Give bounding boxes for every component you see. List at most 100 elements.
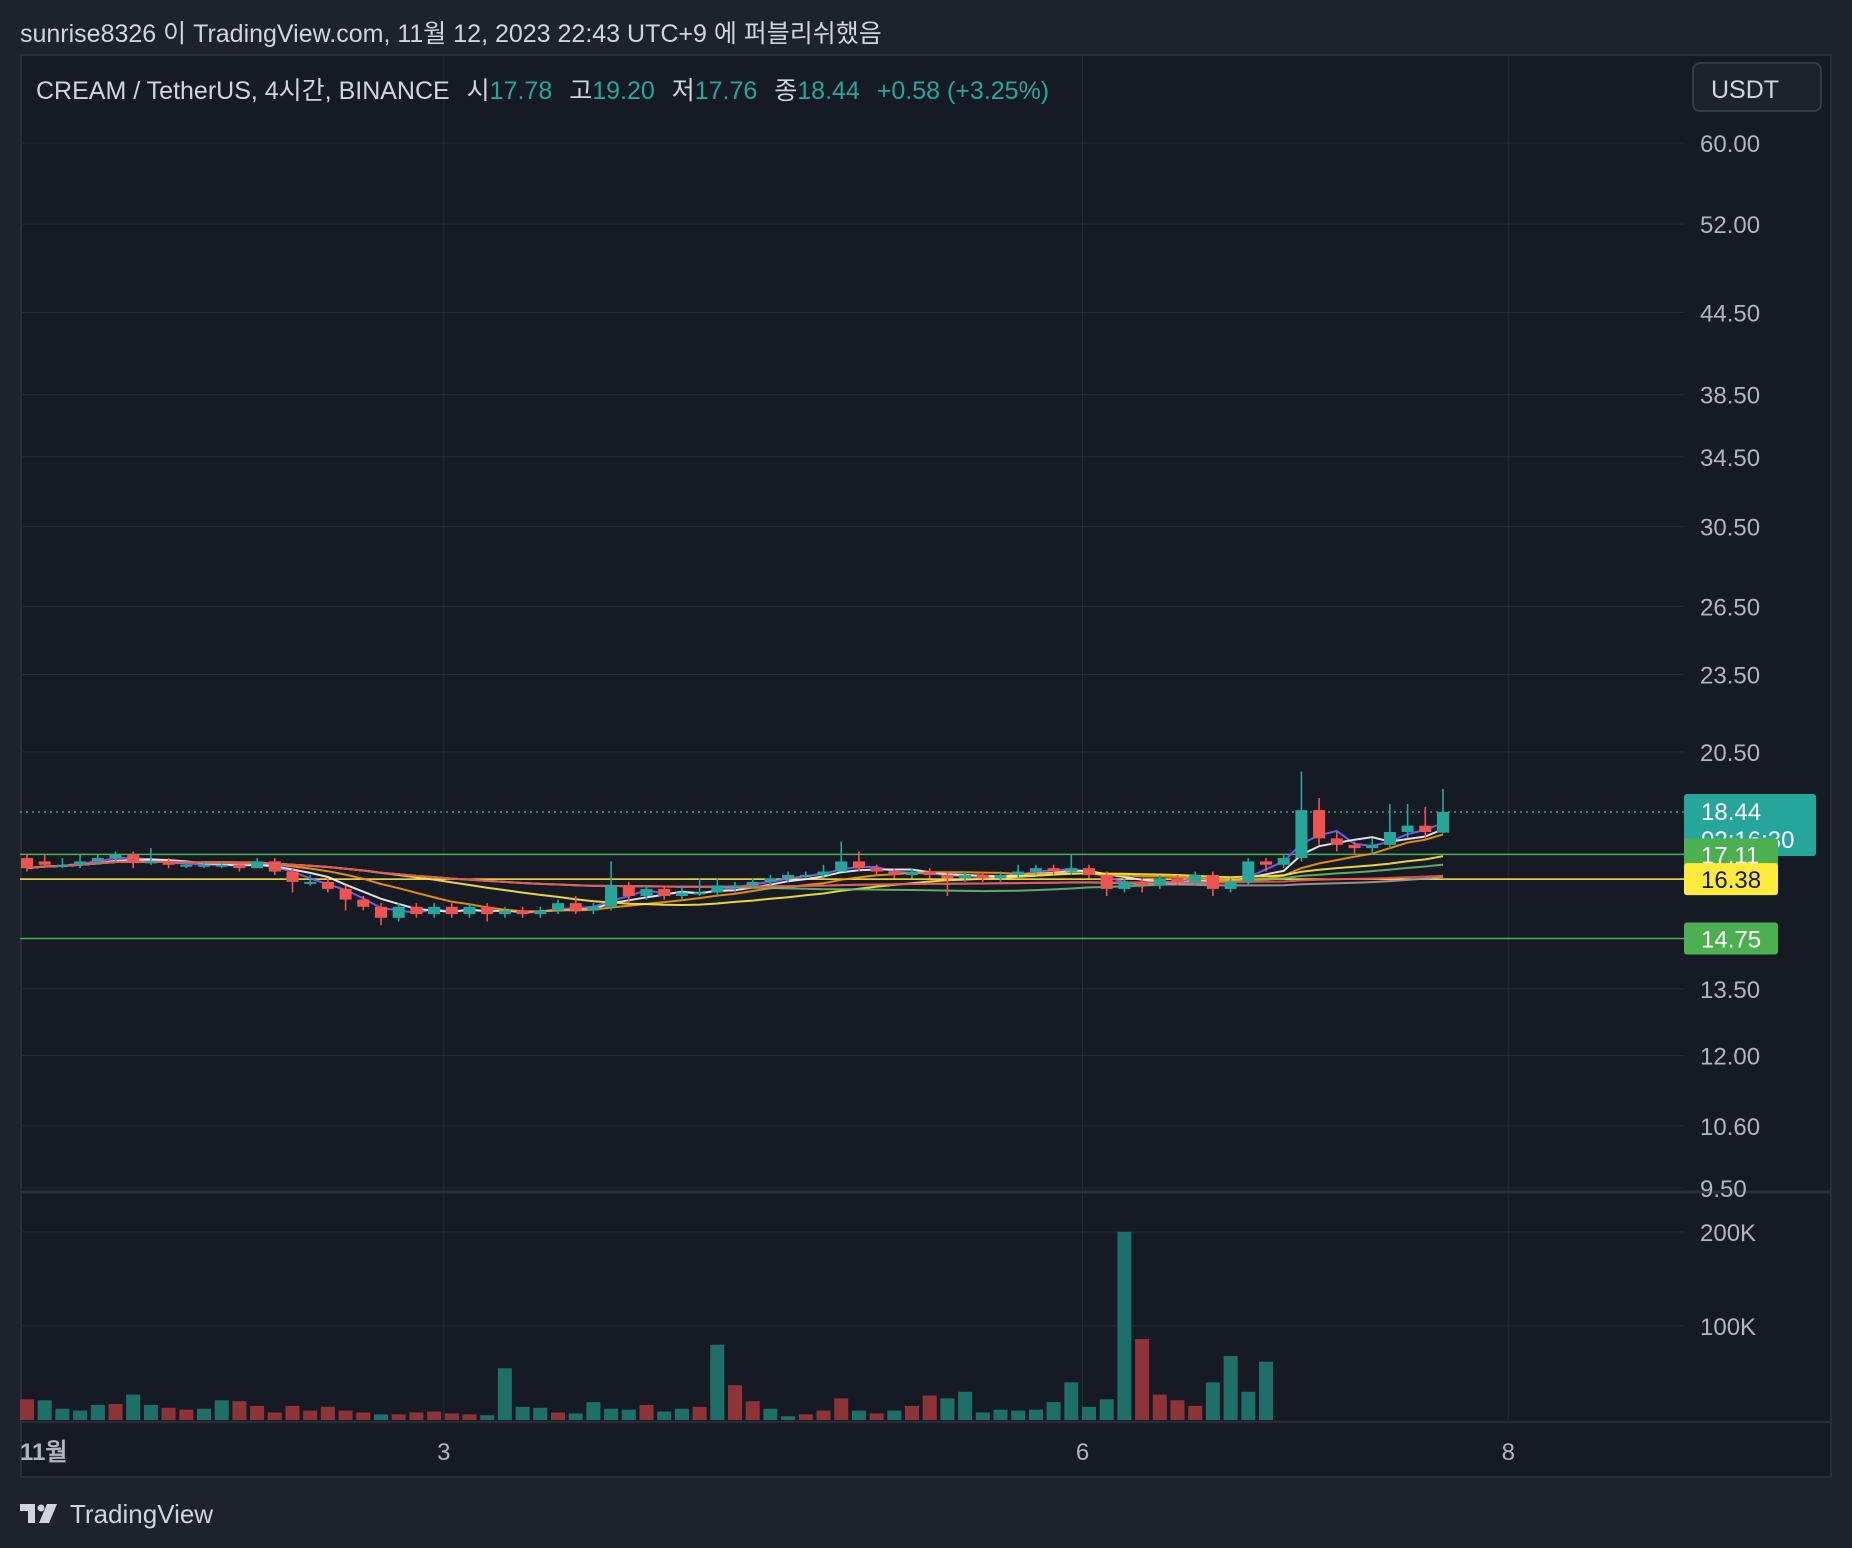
volume-bar [958,1391,973,1420]
candle-body [286,871,299,882]
price-axis: 60.00 52.00 44.50 38.50 34.50 30.50 26.50 23.50… [1700,131,1760,1203]
candle-body [215,864,228,867]
volume-bar [126,1394,141,1420]
candle-body [516,910,529,915]
volume-bar [497,1368,512,1420]
candle-body [1330,838,1343,845]
volume-bar [816,1410,831,1420]
volume-bar [639,1404,654,1420]
volume-bar [1117,1231,1132,1420]
candle-body [357,899,370,907]
volume-bar [763,1408,778,1420]
candle-body [56,864,69,867]
level-price-label: 16.38 [1701,867,1761,894]
candle-body [1118,881,1131,889]
price-tick-label: 20.50 [1700,740,1760,767]
candles [21,771,1449,926]
price-tick-label: 44.50 [1700,300,1760,327]
level-price-tag [1684,922,1778,955]
volume-bar [108,1404,123,1420]
tradingview-logo[interactable]: TradingView [20,1499,213,1530]
volume-bar [1046,1402,1061,1420]
open-label: 시 [466,77,490,105]
volume-bar [1205,1382,1220,1420]
high-value: 19.20 [592,77,655,105]
candle-body [1366,844,1379,849]
volume-bar [55,1408,70,1420]
candle-body [1206,874,1219,889]
volume-bar [1259,1361,1273,1420]
volume-bar [781,1416,796,1420]
grid-lines [20,56,1832,1423]
volume-bar [267,1412,282,1420]
publish-caption: sunrise8326 이 TradingView.com, 11월 12, 2… [20,20,882,48]
volume-bar [1188,1405,1203,1420]
price-tick-label: 13.50 [1700,977,1760,1004]
candle-body [906,871,918,875]
candle-body [711,885,724,893]
volume-bar [444,1413,459,1420]
volume-bar [533,1407,548,1420]
candle-body [498,910,511,915]
candle-body [1242,861,1255,882]
candle-body [605,885,618,907]
candle-body [445,906,458,915]
candle-body [1100,874,1113,889]
price-tick-label: 10.60 [1700,1114,1760,1141]
price-tick-label: 26.50 [1700,594,1760,621]
volume-bar [20,1399,34,1420]
time-tick-label: 6 [1076,1439,1089,1466]
candle-body [1171,878,1184,882]
symbol-legend: CREAM / TetherUS, 4시간, BINANCE 시17.78 고1… [36,71,1049,107]
candle-body [622,885,635,896]
volume-bar [604,1408,619,1420]
volume-bar [887,1410,902,1420]
volume-bar [73,1410,88,1420]
volume-bar [834,1398,849,1420]
volume-bar [214,1400,229,1420]
volume-bar [728,1385,742,1420]
candle-body [1383,831,1396,845]
candle-body [941,874,954,879]
currency-button[interactable]: USDT [1692,62,1822,112]
candle-body [888,871,901,875]
footer-brand: TradingView [70,1499,214,1529]
volume-bar [338,1410,353,1420]
volume-bar [745,1401,760,1420]
volume-bar [568,1413,583,1420]
volume-bar [37,1400,52,1420]
candle-body [375,906,387,918]
price-tick-label: 23.50 [1700,662,1760,689]
volume-bar [710,1344,725,1420]
level-price-label: 14.75 [1701,927,1761,954]
volume-bar [320,1406,335,1420]
candle-body [640,888,653,896]
candle-body [1348,844,1361,849]
volume-bar [303,1410,318,1420]
candle-body [1189,874,1202,882]
candle-body [162,861,175,865]
volume-bar [161,1407,176,1420]
candle-body [144,861,157,864]
price-tick-label: 30.50 [1700,515,1760,542]
candle-body [268,861,281,872]
volume-bar [586,1402,601,1420]
candle-body [392,906,405,918]
volume-bar [462,1414,477,1420]
volume-bar [940,1398,955,1420]
volume-bar [1064,1382,1079,1420]
volume-bar [621,1409,636,1420]
candle-body [835,861,848,872]
volume-axis: 200K 100K [1700,1220,1756,1341]
candle-body [233,864,246,869]
candle-body [569,903,582,911]
level-price-tag [1684,838,1778,871]
candle-body [1065,868,1078,872]
candle-body [1136,881,1149,886]
volume-bar [250,1405,265,1420]
candle-body [38,861,51,865]
volume-bar [480,1415,495,1420]
volume-bar [143,1404,158,1420]
